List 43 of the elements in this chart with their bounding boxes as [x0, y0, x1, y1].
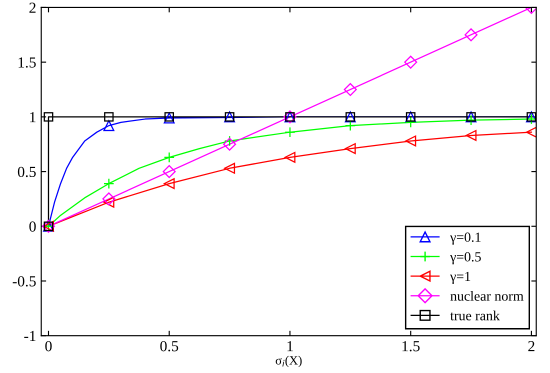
x-tick-label: 1: [287, 341, 293, 352]
x-axis-title: σ$_{i}$(X): [276, 356, 302, 368]
point: [405, 135, 416, 146]
point: [466, 114, 477, 126]
point: [223, 138, 236, 151]
point: [164, 178, 175, 190]
x-tick-label: 0.5: [160, 341, 178, 352]
y-tick-label: 1.5: [18, 57, 36, 68]
point: [526, 126, 536, 138]
point: [464, 28, 478, 42]
y-tick-label: 1: [30, 112, 36, 122]
x-tick-label: 0: [45, 341, 52, 352]
point: [284, 152, 296, 163]
point: [103, 120, 114, 132]
point: [466, 130, 477, 141]
point: [344, 143, 356, 154]
point: [344, 83, 357, 96]
point: [103, 178, 114, 190]
x-tick-label: 1.5: [402, 341, 420, 352]
point: [284, 126, 296, 138]
legend-label: γ=0.5: [450, 252, 481, 264]
y-tick-label: -0.5: [12, 276, 36, 287]
point: [164, 152, 175, 163]
legend-label: nuclear norm: [450, 290, 524, 301]
y-tick-label: 0.5: [18, 166, 36, 178]
point: [224, 135, 236, 146]
point: [104, 112, 114, 122]
point: [526, 114, 536, 125]
point: [44, 112, 54, 122]
point: [224, 162, 236, 174]
legend-label: true rank: [450, 310, 500, 320]
y-tick-label: 2: [29, 2, 36, 13]
y-tick-label: -1: [24, 330, 36, 341]
point: [344, 120, 356, 132]
point: [405, 116, 416, 128]
y-tick-label: 0: [29, 221, 36, 232]
point: [404, 56, 418, 69]
point: [103, 196, 114, 208]
legend-label: γ=0.1: [450, 232, 481, 245]
point: [162, 165, 176, 178]
point: [102, 192, 116, 206]
x-tick-label: 2: [528, 341, 534, 352]
legend-label: γ=1: [450, 272, 470, 284]
